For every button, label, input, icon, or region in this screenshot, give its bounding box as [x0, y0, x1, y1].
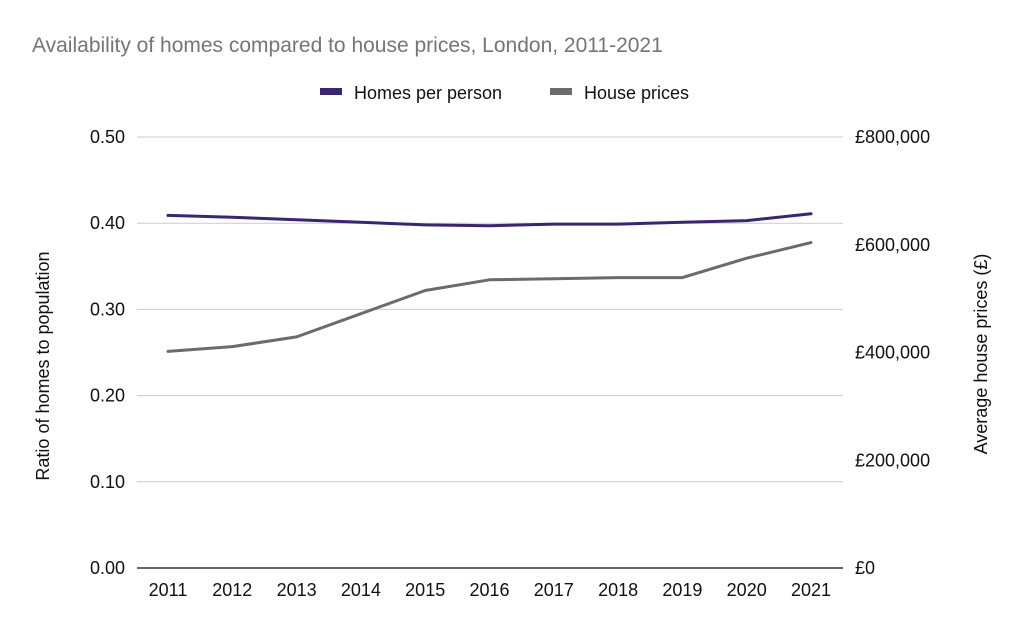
chart-title: Availability of homes compared to house … [32, 34, 663, 57]
left-tick-label: 0.00 [90, 558, 125, 578]
right-axis-ticks: £0 £200,000 £400,000 £600,000 £800,000 [855, 127, 930, 578]
legend-swatch-prices [550, 88, 572, 95]
x-tick-label: 2011 [149, 580, 188, 600]
left-axis-ticks: 0.00 0.10 0.20 0.30 0.40 0.50 [90, 127, 125, 578]
gridlines [137, 136, 843, 569]
x-tick-label: 2017 [534, 580, 574, 600]
x-tick-label: 2021 [791, 580, 831, 600]
x-tick-label: 2012 [212, 580, 252, 600]
data-point[interactable] [292, 332, 302, 342]
data-point[interactable] [549, 219, 559, 229]
x-tick-label: 2020 [727, 580, 767, 600]
data-point[interactable] [420, 220, 430, 230]
data-point[interactable] [420, 286, 430, 296]
data-point[interactable] [613, 273, 623, 283]
data-point[interactable] [485, 221, 495, 231]
x-tick-label: 2018 [598, 580, 638, 600]
series-lines [163, 209, 816, 356]
left-tick-label: 0.40 [90, 213, 125, 233]
data-point[interactable] [485, 275, 495, 285]
data-point[interactable] [163, 210, 173, 220]
legend-label-homes: Homes per person [354, 83, 502, 103]
x-tick-label: 2015 [405, 580, 445, 600]
legend-label-prices: House prices [584, 83, 689, 103]
x-tick-label: 2019 [662, 580, 702, 600]
data-point[interactable] [806, 209, 816, 219]
data-point[interactable] [356, 217, 366, 227]
data-point[interactable] [742, 216, 752, 226]
x-tick-label: 2014 [341, 580, 381, 600]
right-axis-title: Average house prices (£) [971, 254, 991, 455]
data-point[interactable] [227, 212, 237, 222]
x-axis-ticks: 2011 2012 2013 2014 2015 2016 2017 2018 2019 2020… [149, 580, 831, 600]
data-point[interactable] [613, 219, 623, 229]
right-tick-label: £200,000 [855, 450, 930, 470]
x-tick-label: 2013 [277, 580, 317, 600]
data-point[interactable] [163, 346, 173, 356]
legend-swatch-homes [320, 88, 342, 95]
right-tick-label: £600,000 [855, 235, 930, 255]
series-line-homes-per-person[interactable] [166, 212, 813, 228]
data-point[interactable] [806, 238, 816, 248]
data-point[interactable] [356, 309, 366, 319]
left-tick-label: 0.50 [90, 127, 125, 147]
data-point[interactable] [677, 217, 687, 227]
series-line-house-prices[interactable] [166, 241, 813, 353]
left-tick-label: 0.30 [90, 299, 125, 319]
legend-item-homes[interactable]: Homes per person [320, 83, 502, 103]
right-tick-label: £0 [855, 558, 875, 578]
right-tick-label: £400,000 [855, 343, 930, 363]
legend-item-prices[interactable]: House prices [550, 83, 689, 103]
data-point[interactable] [742, 253, 752, 263]
data-point[interactable] [677, 273, 687, 283]
data-point[interactable] [549, 274, 559, 284]
left-tick-label: 0.10 [90, 472, 125, 492]
x-tick-label: 2016 [469, 580, 509, 600]
data-point[interactable] [292, 215, 302, 225]
legend: Homes per person House prices [320, 83, 689, 103]
right-tick-label: £800,000 [855, 127, 930, 147]
left-tick-label: 0.20 [90, 386, 125, 406]
left-axis-title: Ratio of homes to population [33, 251, 53, 480]
data-point[interactable] [227, 342, 237, 352]
